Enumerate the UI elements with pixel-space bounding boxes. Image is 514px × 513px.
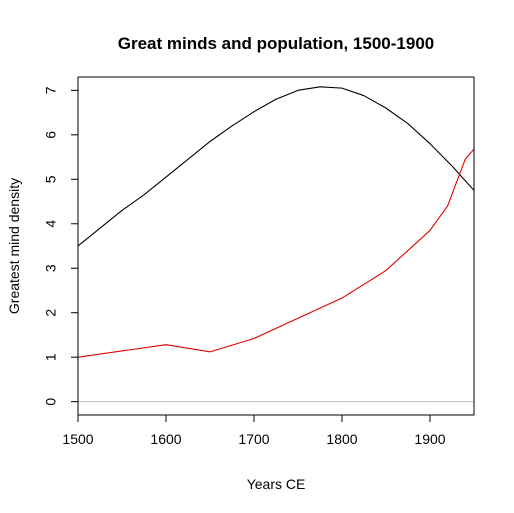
series-line-1: [78, 86, 474, 247]
chart-title: Great minds and population, 1500-1900: [118, 34, 434, 53]
x-tick-label-1900: 1900: [414, 431, 445, 447]
plot-area: [77, 76, 475, 416]
plot-frame: [77, 76, 475, 416]
x-tick-label-1800: 1800: [326, 431, 357, 447]
y-tick-label-1: 1: [43, 353, 59, 361]
y-tick-label-6: 6: [43, 131, 59, 139]
x-tick-label-1700: 1700: [238, 431, 269, 447]
y-tick-label-3: 3: [43, 264, 59, 272]
x-axis-label: Years CE: [247, 476, 306, 492]
y-axis: 0 1 2 3 4 5 6 7: [43, 86, 78, 406]
y-axis-label: Greatest mind density: [6, 178, 22, 314]
y-tick-label-0: 0: [43, 398, 59, 406]
y-tick-label-5: 5: [43, 175, 59, 183]
x-tick-label-1600: 1600: [150, 431, 181, 447]
y-tick-label-4: 4: [43, 220, 59, 228]
y-tick-label-2: 2: [43, 309, 59, 317]
series-line-2: [78, 148, 474, 358]
x-tick-label-1500: 1500: [62, 431, 93, 447]
y-tick-label-7: 7: [43, 86, 59, 94]
x-axis: 1500 1600 1700 1800 1900: [62, 415, 446, 447]
